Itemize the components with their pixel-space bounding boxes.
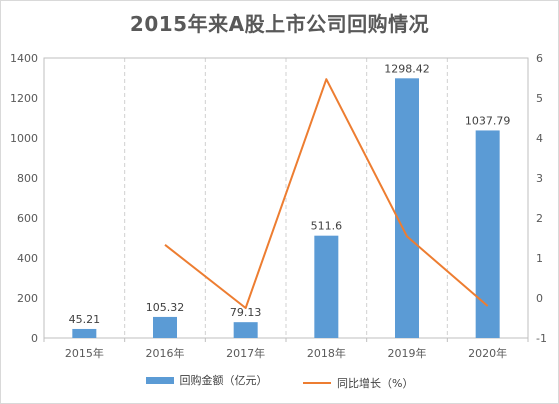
x-tick-label: 2015年	[65, 346, 104, 360]
bar-data-label: 1037.79	[465, 114, 511, 127]
y-right-tick-label: 3	[536, 172, 543, 185]
legend-label-line: 同比增长（%）	[337, 376, 414, 390]
y-right-tick-label: 5	[536, 92, 543, 105]
bar-data-label: 511.6	[311, 220, 343, 233]
y-right-tick-label: 4	[536, 132, 543, 145]
bar-data-label: 45.21	[69, 313, 101, 326]
bar	[314, 235, 339, 338]
y-left-tick-label: 600	[17, 212, 38, 225]
legend-item-bar: 回购金额（亿元）	[145, 372, 268, 388]
bar-data-label: 1298.42	[384, 62, 430, 75]
y-left-tick-label: 800	[17, 172, 38, 185]
chart-title: 2015年来A股上市公司回购情况	[129, 12, 430, 36]
growth-line	[164, 78, 489, 309]
y-left-tick-label: 1000	[10, 132, 38, 145]
bar	[72, 328, 97, 338]
legend-swatch-line	[303, 381, 332, 384]
y-left-tick-label: 0	[31, 332, 38, 345]
x-tick-label: 2017年	[226, 346, 265, 360]
y-left-tick-label: 1200	[10, 92, 38, 105]
y-right-tick-label: -1	[536, 332, 547, 345]
y-right-tick-label: 6	[536, 52, 543, 65]
bar-data-label: 105.32	[146, 301, 185, 314]
bar	[475, 130, 500, 338]
legend-label-bar: 回购金额（亿元）	[179, 374, 268, 387]
bar	[153, 316, 177, 338]
y-left-tick-label: 200	[17, 292, 38, 305]
x-tick-label: 2020年	[468, 346, 507, 360]
x-tick-label: 2018年	[307, 346, 346, 360]
y-right-tick-label: 0	[536, 292, 543, 305]
x-tick-label: 2019年	[388, 346, 427, 360]
legend-item-line: 同比增长（%）	[303, 375, 413, 391]
y-right-tick-label: 1	[536, 252, 543, 265]
bar	[395, 78, 419, 338]
y-left-tick-label: 400	[17, 252, 38, 265]
x-tick-label: 2016年	[146, 346, 185, 360]
y-left-tick-label: 1400	[10, 52, 38, 65]
y-right-tick-label: 2	[536, 212, 543, 225]
bar-data-label: 79.13	[230, 306, 262, 319]
legend-swatch-bar	[145, 376, 174, 384]
bar	[233, 322, 258, 338]
chart-legend: 回购金额（亿元） 同比增长（%）	[0, 372, 559, 391]
